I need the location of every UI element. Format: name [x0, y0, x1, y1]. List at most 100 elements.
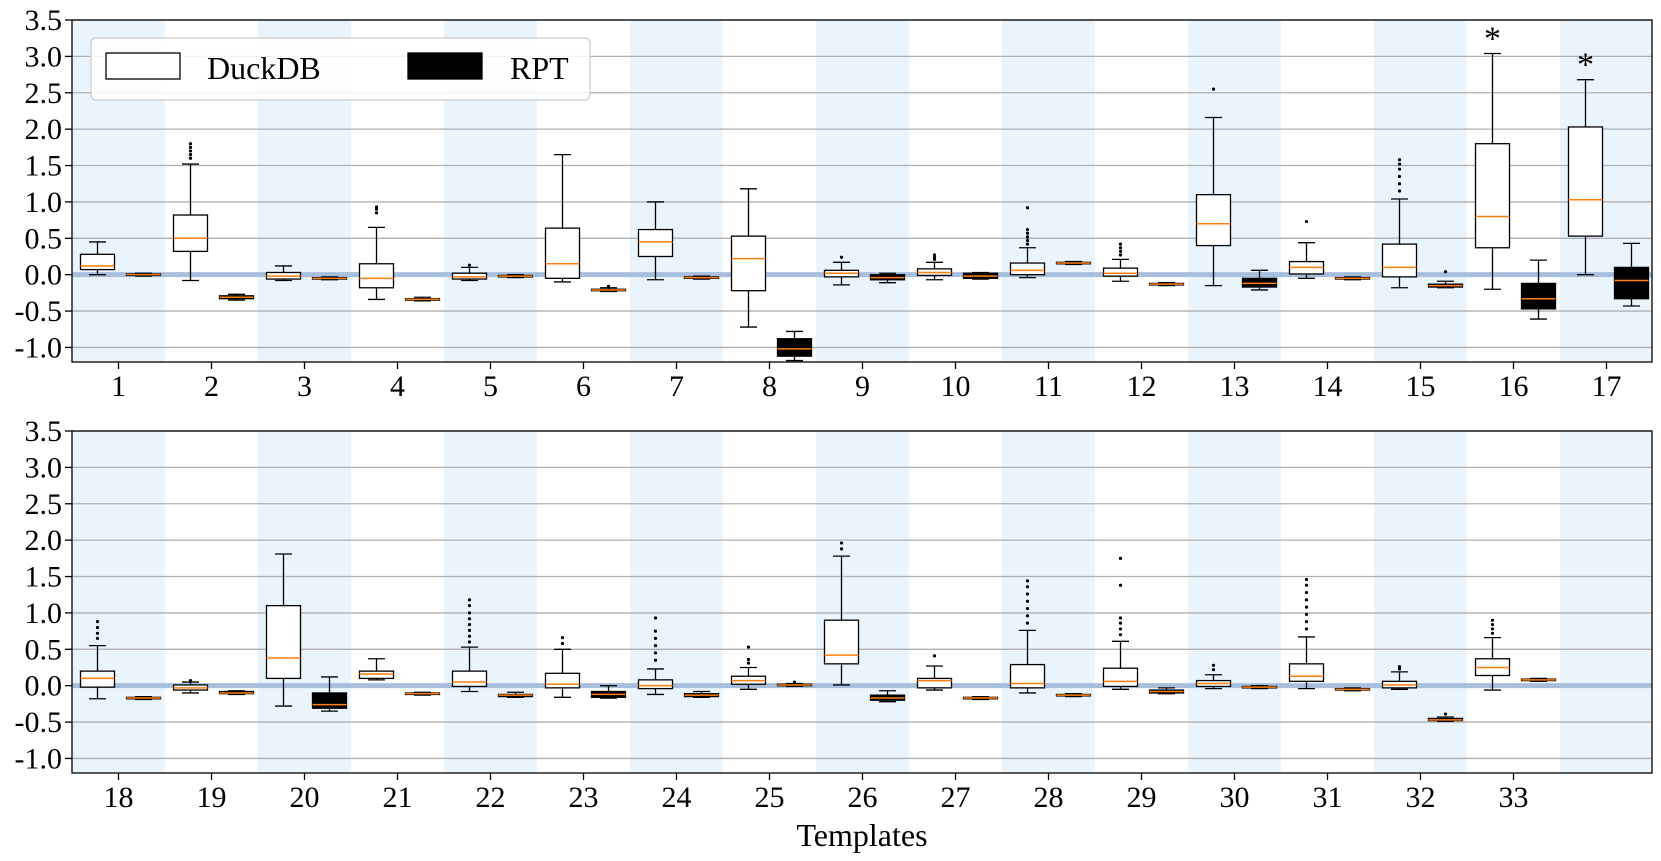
template-band — [1188, 20, 1281, 362]
outlier-point — [188, 153, 193, 157]
x-tick-label: 9 — [855, 370, 870, 403]
outlier-point — [746, 657, 751, 662]
outlier-point — [1490, 627, 1495, 631]
outlier-point — [1118, 249, 1123, 253]
template-band — [816, 431, 909, 773]
x-tick-label: 12 — [1127, 370, 1157, 403]
y-tick-label: 0.0 — [25, 259, 63, 292]
y-tick-label: 3.5 — [25, 415, 63, 448]
outlier-point — [1397, 174, 1402, 179]
outlier-point — [1397, 665, 1402, 669]
box-duckdb-9 — [823, 255, 860, 286]
outlier-point — [839, 547, 844, 551]
x-tick-label: 29 — [1127, 781, 1157, 814]
outlier-point — [932, 654, 937, 658]
box-duckdb-28 — [1009, 579, 1046, 694]
box-rpt-29 — [1148, 687, 1185, 695]
box-body — [1613, 266, 1650, 300]
outlier-point — [467, 598, 472, 602]
y-tick-label: 0.5 — [25, 222, 63, 255]
panel-bottom: 3.53.0 2.52.0 1.51.00.5 0.0-0.5-1.0 18 19 20 21… — [15, 415, 1653, 853]
outlier-point — [374, 211, 379, 215]
outlier-point — [374, 205, 379, 209]
box-rpt-18 — [125, 695, 162, 701]
outlier-point — [1025, 235, 1030, 239]
box-rpt-17 — [1613, 242, 1650, 307]
y-tick-label: 3.5 — [25, 4, 63, 37]
x-tick-label: 26 — [848, 781, 878, 814]
box-duckdb-8 — [730, 188, 767, 328]
outlier-point — [1490, 631, 1495, 635]
outlier-point — [1025, 592, 1030, 596]
box-duckdb-24 — [637, 616, 674, 696]
y-tick-label: -0.5 — [15, 706, 63, 739]
box-duckdb-26 — [823, 541, 860, 686]
box-body — [1009, 262, 1046, 276]
outlier-point — [1025, 242, 1030, 246]
y-tick-label: 2.0 — [25, 524, 63, 557]
box-duckdb-14 — [1288, 219, 1325, 279]
box-rpt-20 — [311, 676, 348, 712]
box-duckdb-10 — [916, 253, 953, 281]
outlier-point — [1118, 253, 1123, 257]
box-rpt-31 — [1334, 687, 1371, 692]
legend-swatch-rpt — [407, 52, 483, 80]
box-duckdb-27 — [916, 654, 953, 691]
x-tick-label: 16 — [1499, 370, 1529, 403]
significance-marker: * — [1484, 20, 1501, 57]
x-tick-label: 25 — [755, 781, 785, 814]
outlier-point — [560, 636, 565, 640]
y-tick-label: -1.0 — [15, 742, 63, 775]
outlier-point — [467, 611, 472, 615]
box-duckdb-29 — [1102, 556, 1139, 690]
outlier-point — [1304, 219, 1309, 224]
box-rpt-1 — [125, 272, 162, 277]
x-tick-label: 28 — [1034, 781, 1064, 814]
box-duckdb-3 — [265, 265, 302, 282]
box-rpt-24 — [683, 690, 720, 698]
box-duckdb-19 — [172, 678, 209, 694]
x-tick-label: 31 — [1313, 781, 1343, 814]
y-tick-label: 1.0 — [25, 186, 63, 219]
outlier-point — [1118, 621, 1123, 625]
box-duckdb-25 — [730, 645, 767, 690]
outlier-point — [1397, 167, 1402, 171]
outlier-point — [560, 641, 565, 646]
x-axis-label: Templates — [796, 817, 927, 853]
box-rpt-5 — [497, 274, 534, 279]
template-band — [1002, 431, 1095, 773]
y-tick-label: -0.5 — [15, 295, 63, 328]
outlier-point — [1118, 616, 1123, 620]
box-duckdb-32 — [1381, 665, 1418, 690]
box-duckdb-4 — [358, 205, 395, 301]
box-rpt-2 — [218, 293, 255, 301]
x-tick-label: 19 — [197, 781, 227, 814]
outlier-point — [467, 628, 472, 632]
outlier-point — [1118, 583, 1123, 587]
x-tick-label: 3 — [297, 370, 312, 403]
outlier-point — [188, 678, 193, 683]
outlier-point — [95, 636, 100, 640]
outlier-point — [1118, 627, 1123, 631]
outlier-point — [1025, 585, 1030, 589]
template-band — [444, 431, 537, 773]
outlier-point — [95, 631, 100, 635]
box-duckdb-31 — [1288, 577, 1325, 690]
outlier-point — [188, 142, 193, 146]
outlier-point — [1304, 598, 1309, 602]
panel-top: 3.53.02.52.01.51.00.50.0-0.5-1.01 2 3 4 5 6 7 8… — [15, 4, 1653, 403]
outlier-point — [1304, 627, 1309, 631]
box-body — [1520, 282, 1557, 310]
y-tick-label: 2.5 — [25, 77, 63, 110]
x-tick-label: 33 — [1499, 781, 1529, 814]
outlier-point — [1211, 87, 1216, 91]
box-rpt-13 — [1241, 269, 1278, 291]
outlier-point — [467, 634, 472, 638]
box-body — [1474, 143, 1511, 249]
outlier-point — [467, 604, 472, 608]
box-rpt-21 — [404, 691, 441, 696]
box-duckdb-18 — [79, 620, 116, 700]
x-tick-label: 23 — [569, 781, 599, 814]
y-tick-label: 0.5 — [25, 633, 63, 666]
